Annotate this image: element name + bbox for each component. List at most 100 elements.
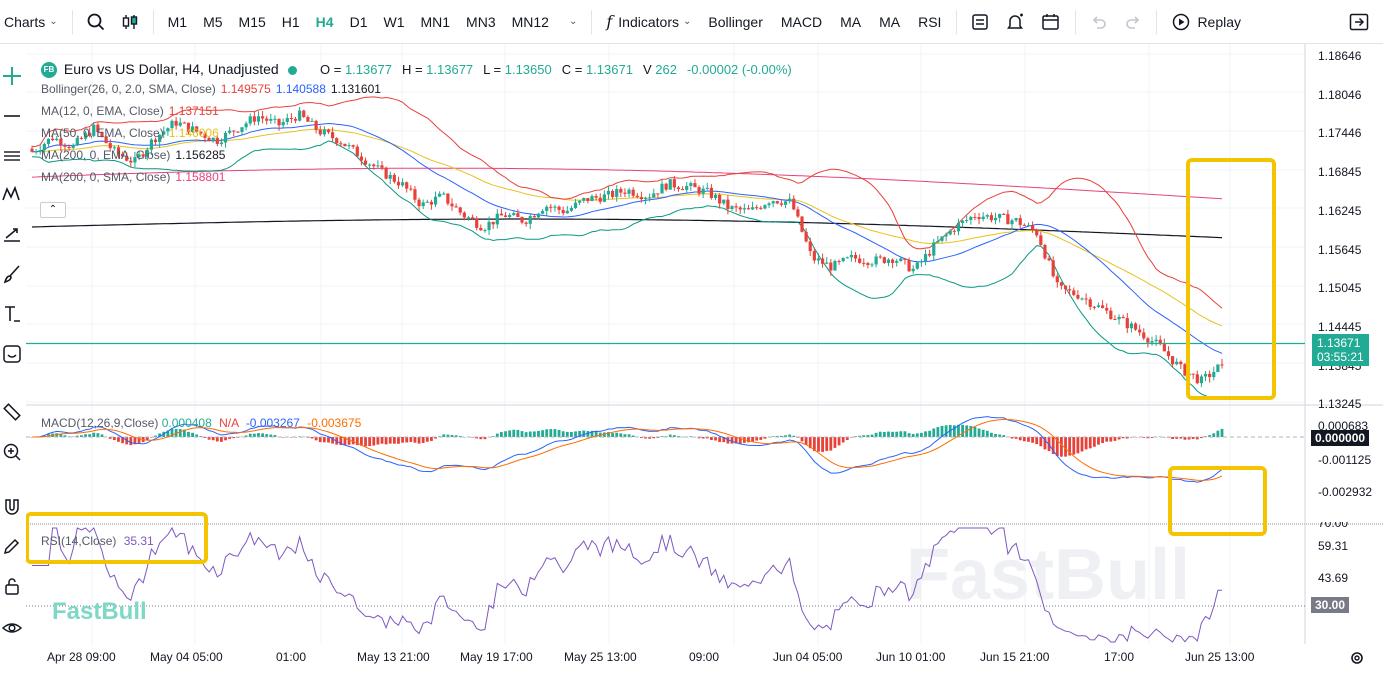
toolbar-divider xyxy=(591,9,593,34)
alert-button[interactable] xyxy=(997,0,1033,44)
macd-histogram-bar xyxy=(215,437,219,442)
lock-drawings-tool[interactable] xyxy=(0,534,24,558)
candle-body xyxy=(108,143,112,149)
indicator-shortcut-ma[interactable]: MA xyxy=(879,13,901,30)
candle-body xyxy=(339,143,343,145)
calendar-button[interactable] xyxy=(1033,0,1069,44)
candle-body xyxy=(508,215,512,217)
timeframe-mn12[interactable]: MN12 xyxy=(511,13,549,30)
rsi-name: RSI(14,Close) xyxy=(41,534,117,548)
candle-body xyxy=(1055,276,1059,283)
zoom-tool[interactable] xyxy=(0,440,24,464)
macd-histogram-bar xyxy=(850,437,853,438)
template-button[interactable] xyxy=(963,0,997,44)
symbol-search-button[interactable] xyxy=(79,0,113,44)
more-timeframes-button[interactable]: ⌄ xyxy=(557,0,585,44)
timeframe-h1[interactable]: H1 xyxy=(281,13,300,30)
candle-body xyxy=(479,227,483,231)
timeframe-w1[interactable]: W1 xyxy=(383,13,405,30)
macd-histogram-bar xyxy=(660,436,664,437)
candle-body xyxy=(668,179,672,190)
macd-histogram-bar xyxy=(545,429,549,437)
symbol-legend[interactable]: FB Euro vs US Dollar, H4, Unadjusted xyxy=(41,61,297,79)
price-change: -0.00002 (-0.00%) xyxy=(686,62,792,77)
macd-histogram-bar xyxy=(1002,435,1006,437)
macd-histogram-bar xyxy=(615,432,619,437)
charts-menu-button[interactable]: Charts ⌄ xyxy=(0,0,66,44)
candle-body xyxy=(631,189,635,196)
indicator-shortcut-rsi[interactable]: RSI xyxy=(918,13,942,30)
candle-body xyxy=(298,110,302,121)
candle-body xyxy=(116,147,121,154)
chart-canvas[interactable]: FastBull xyxy=(26,44,1383,674)
projection-tool[interactable] xyxy=(0,222,24,246)
candle-body xyxy=(915,262,919,269)
macd-histogram-bar xyxy=(413,437,417,443)
redo-button[interactable] xyxy=(1116,0,1150,44)
candle-body xyxy=(652,193,656,198)
candle-body xyxy=(643,197,648,200)
candle-body xyxy=(1035,229,1039,236)
candle-body xyxy=(664,183,668,190)
indicator-legend-row[interactable]: Bollinger(26, 0, 2.0, SMA, Close) 1.14957… xyxy=(41,82,381,96)
last-price-value: 1.13671 xyxy=(1317,336,1361,350)
candle-body xyxy=(1088,299,1092,307)
candle-body xyxy=(75,138,79,145)
indicator-legend-row[interactable]: MA(200, 0, EMA, Close) 1.156285 xyxy=(41,148,225,162)
candle-body xyxy=(660,183,664,194)
indicator-shortcut-macd[interactable]: MACD xyxy=(780,13,823,30)
macd-histogram-bar xyxy=(845,437,849,440)
measure-tool[interactable] xyxy=(0,400,24,424)
pattern-tool[interactable] xyxy=(0,182,24,206)
macd-histogram-bar xyxy=(71,436,75,438)
timeframe-mn3[interactable]: MN3 xyxy=(466,13,496,30)
emoji-tool[interactable] xyxy=(0,342,24,366)
macd-histogram-bar xyxy=(491,436,495,437)
timeframe-h4[interactable]: H4 xyxy=(315,13,334,30)
candle-body xyxy=(384,167,388,179)
undo-button[interactable] xyxy=(1082,0,1116,44)
timeframe-m5[interactable]: M5 xyxy=(203,13,223,30)
bollinger-middle-line xyxy=(31,122,1223,354)
candle-body xyxy=(977,217,981,220)
candle-body xyxy=(178,122,182,126)
magnet-tool[interactable] xyxy=(0,494,24,518)
brush-tool[interactable] xyxy=(0,262,24,286)
macd-histogram-bar xyxy=(450,435,454,437)
candle-body xyxy=(1084,298,1088,300)
indicator-shortcut-bollinger[interactable]: Bollinger xyxy=(708,13,763,30)
candle-body xyxy=(701,188,705,194)
exit-fullscreen-button[interactable] xyxy=(1341,0,1377,44)
macd-histogram-bar xyxy=(821,437,824,452)
collapse-legend-button[interactable]: ⌃ xyxy=(40,202,66,218)
macd-histogram-bar xyxy=(1150,437,1154,438)
timeframe-m15[interactable]: M15 xyxy=(238,13,266,30)
macd-histogram-bar xyxy=(705,437,709,439)
settings-gear-icon[interactable] xyxy=(1351,652,1363,664)
indicator-legend-row[interactable]: MA(50, 0, EMA, Close) 1.146006 xyxy=(41,126,219,140)
candle-body xyxy=(466,217,471,219)
timeframe-mn1[interactable]: MN1 xyxy=(420,13,451,30)
indicators-button[interactable]: f Indicators ⌄ xyxy=(598,0,699,44)
trend-line-tool[interactable] xyxy=(0,104,24,128)
replay-button[interactable]: Replay xyxy=(1163,0,1249,44)
visibility-tool[interactable] xyxy=(0,616,24,640)
macd-histogram-bar xyxy=(55,433,59,437)
indicator-shortcut-ma[interactable]: MA xyxy=(840,13,862,30)
fibonacci-icon xyxy=(4,151,20,161)
timeframe-m1[interactable]: M1 xyxy=(167,13,188,30)
lock-tool[interactable] xyxy=(0,574,24,598)
candle-body xyxy=(1175,361,1179,365)
text-tool[interactable] xyxy=(0,302,24,326)
timeframe-d1[interactable]: D1 xyxy=(349,13,368,30)
crosshair-tool[interactable] xyxy=(0,64,24,88)
macd-histogram-bar xyxy=(940,425,944,437)
macd-histogram-bar xyxy=(63,435,67,437)
candle-body xyxy=(470,217,475,219)
chart-type-button[interactable] xyxy=(113,0,147,44)
candle-body xyxy=(256,116,261,122)
indicator-legend-row[interactable]: MA(12, 0, EMA, Close) 1.137151 xyxy=(41,104,219,118)
fib-tool[interactable] xyxy=(0,144,24,168)
candle-body xyxy=(965,220,969,222)
indicator-legend-row[interactable]: MA(200, 0, SMA, Close) 1.158801 xyxy=(41,170,225,184)
